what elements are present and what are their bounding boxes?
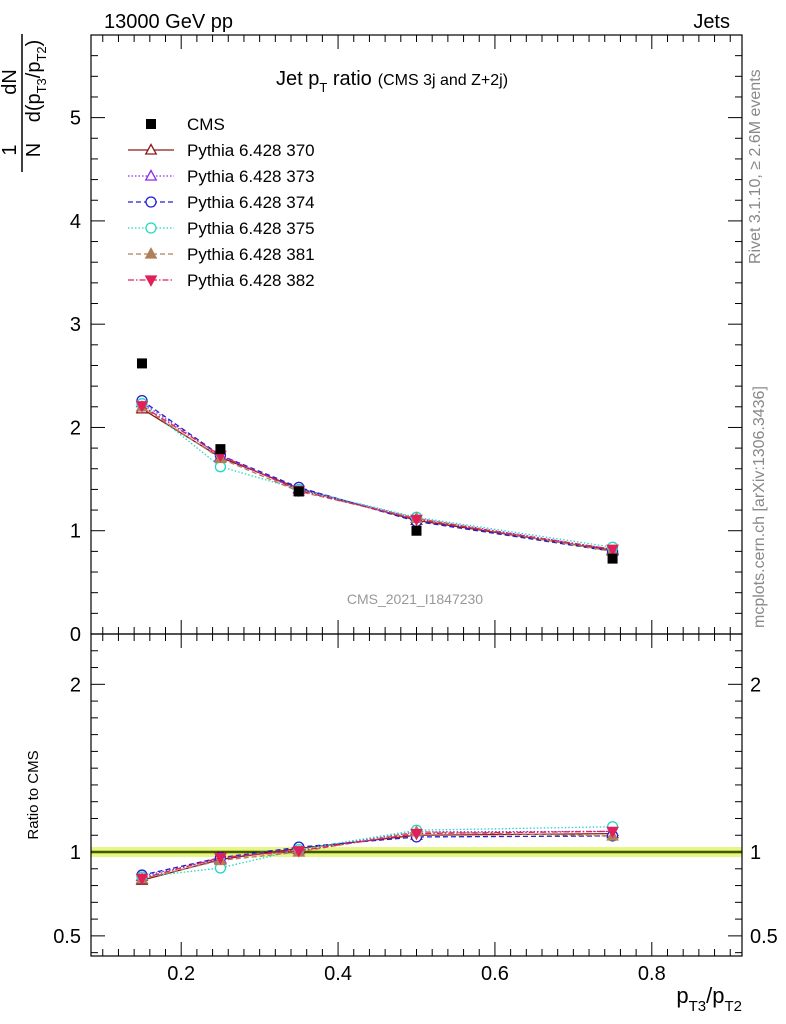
main-ytick-label: 1 — [70, 521, 81, 543]
series-5-ratio-line — [141, 830, 613, 879]
series-5-ratio-point — [606, 826, 619, 839]
xlabel-p1: p — [676, 983, 688, 1008]
legend-marker-cms — [146, 119, 156, 129]
data-band-ratio — [91, 846, 742, 858]
main-ytick-label: 5 — [70, 108, 81, 130]
series-1-line — [141, 402, 613, 550]
rivet-text: Rivet 3.1.10, ≥ 2.6M events — [747, 69, 764, 264]
xtick-label: 0.6 — [481, 963, 509, 985]
series-2-line — [141, 400, 613, 553]
series-5-line — [141, 405, 613, 550]
cms-point — [136, 358, 147, 369]
main-ytick-label: 2 — [70, 417, 81, 439]
series-4-line — [141, 406, 613, 553]
ratio-ytick-label-right: 2 — [750, 674, 761, 696]
cms-point — [607, 553, 618, 564]
series-5-point — [606, 544, 619, 557]
ratio-series-group — [135, 821, 619, 886]
ratio-ylabel: Ratio to CMS — [25, 750, 42, 839]
legend-label-2: Pythia 6.428 374 — [187, 193, 315, 212]
mcplots-text: mcplots.cern.ch [arXiv:1306.3436] — [751, 386, 768, 628]
ratio-panel: 0.5 0.5 1 1 2 2 0.2 0.4 0.6 0.8 — [53, 633, 778, 985]
header-right: Jets — [693, 11, 730, 33]
x-axis-label: pT3/pT2 — [676, 983, 742, 1015]
legend-label-cms: CMS — [187, 115, 225, 134]
main-ytick-label: 0 — [70, 624, 81, 646]
legend-marker-1 — [144, 169, 158, 181]
ylabel-den-close: ) — [23, 40, 45, 47]
series-3-ratio-line — [141, 826, 613, 878]
ylabel-den-d: d(p — [23, 93, 45, 122]
series-5-ratio-point — [292, 846, 306, 858]
ratio-frame — [90, 633, 743, 957]
ylabel-den-s1: T3 — [34, 78, 49, 93]
main-series-group — [135, 358, 619, 564]
ratio-ytick-label: 1 — [70, 842, 81, 864]
ylabel-denominator: d(pT3/pT2) — [23, 40, 49, 123]
cms-point — [293, 486, 304, 497]
xtick-label: 0.2 — [167, 963, 195, 985]
series-3-point — [214, 461, 227, 473]
xtick-label: 0.8 — [638, 963, 666, 985]
title-small: (CMS 3j and Z+2j) — [378, 72, 508, 89]
ylabel-one: 1 — [0, 144, 21, 155]
xlabel-s2: T2 — [724, 998, 742, 1015]
ratio-ytick-label-right: 1 — [750, 842, 761, 864]
xlabel-mid: /p — [706, 983, 724, 1008]
legend: CMS Pythia 6.428 370 Pythia 6.428 373 Pythi… — [128, 115, 315, 290]
title-rest: ratio — [327, 68, 371, 90]
ratio-ytick-label-right: 0.5 — [750, 926, 778, 948]
legend-label-1: Pythia 6.428 373 — [187, 167, 315, 186]
legend-marker-0 — [144, 143, 158, 155]
chart-title: Jet pT ratio (CMS 3j and Z+2j) — [276, 68, 508, 95]
legend-marker-2 — [145, 196, 157, 208]
ratio-ytick-label: 0.5 — [53, 926, 81, 948]
main-ytick-label: 4 — [70, 211, 81, 233]
legend-label-5: Pythia 6.428 382 — [187, 271, 315, 290]
legend-label-0: Pythia 6.428 370 — [187, 141, 315, 160]
xlabel-s1: T3 — [689, 998, 707, 1015]
main-ylabel: 1 N dN d(pT3/pT2) — [0, 34, 49, 172]
legend-label-3: Pythia 6.428 375 — [187, 219, 315, 238]
series-5-ratio-point — [410, 828, 423, 841]
series-3-line — [141, 403, 613, 548]
main-axis-ticks: 0 1 2 3 4 5 — [70, 34, 742, 646]
legend-marker-5 — [144, 275, 158, 287]
legend-marker-3 — [145, 222, 157, 234]
series-5-ratio-point — [135, 873, 149, 886]
ylabel-den-s2: T2 — [34, 46, 49, 61]
main-ytick-label: 3 — [70, 314, 81, 336]
cms-point — [215, 444, 226, 455]
ratio-ytick-label: 2 — [70, 674, 81, 696]
title-sub: T — [319, 80, 327, 95]
ylabel-den-mid: /p — [23, 62, 45, 79]
cms-point — [411, 525, 422, 536]
ylabel-N: N — [23, 143, 45, 157]
title-main: Jet p — [276, 68, 319, 90]
xtick-label: 0.4 — [324, 963, 352, 985]
watermark: CMS_2021_I1847230 — [347, 591, 483, 607]
series-4-ratio-line — [141, 831, 613, 880]
header-left: 13000 GeV pp — [104, 11, 233, 33]
legend-marker-4 — [144, 247, 158, 259]
series-0-line — [141, 408, 613, 551]
series-5-point — [135, 401, 149, 413]
series-5-point — [410, 514, 423, 527]
legend-label-4: Pythia 6.428 381 — [187, 245, 315, 264]
ratio-axis-ticks: 0.5 0.5 1 1 2 2 0.2 0.4 0.6 0.8 — [53, 634, 778, 985]
ylabel-dN: dN — [0, 69, 21, 95]
main-panel: 0 1 2 3 4 5 — [70, 34, 743, 646]
series-5-ratio-point — [214, 852, 227, 865]
